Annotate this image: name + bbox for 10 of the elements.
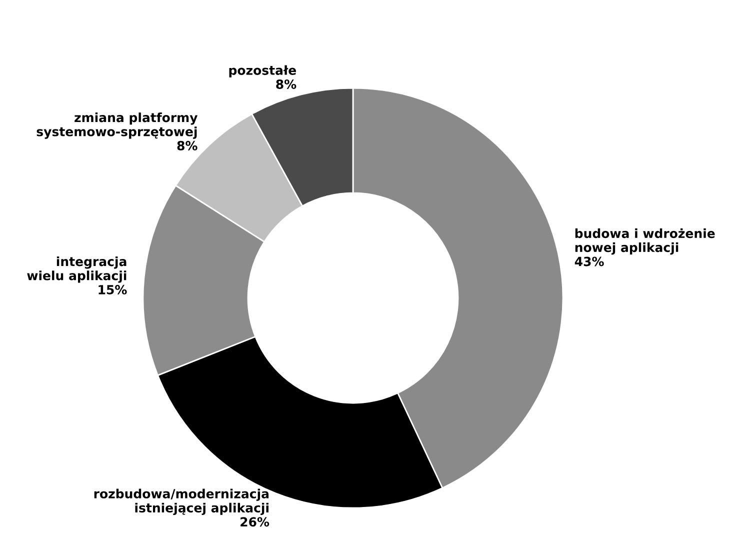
slice-label: zmiana platformy systemowo-sprzętowej bbox=[36, 112, 198, 139]
data-label: 8% bbox=[177, 140, 198, 150]
slice-label: budowa i wdrożenie nowej aplikacji bbox=[575, 228, 715, 255]
data-label: 15% bbox=[98, 284, 127, 294]
data-label: 43% bbox=[574, 256, 604, 266]
slice-label: pozostałe bbox=[229, 65, 296, 78]
data-label: 8% bbox=[276, 79, 296, 89]
slice-label: integracja wielu aplikacji bbox=[27, 256, 126, 283]
data-label: 26% bbox=[240, 517, 270, 527]
slice-label: rozbudowa/modernizacja istniejącej aplikacji bbox=[94, 488, 269, 516]
